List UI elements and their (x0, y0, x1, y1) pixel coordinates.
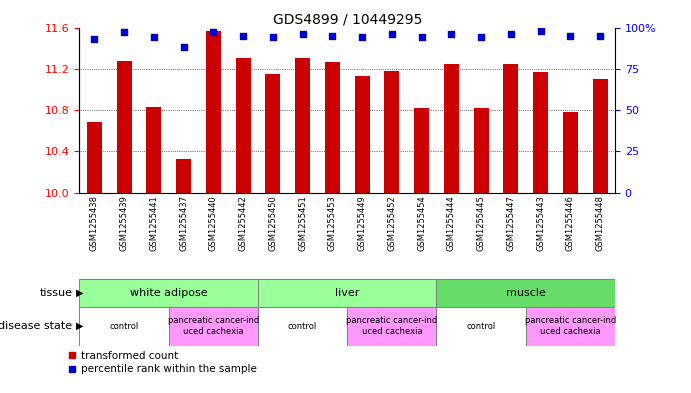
Point (416, 34, 427, 40)
Text: ▶: ▶ (76, 321, 84, 331)
Bar (504, 64, 518, 193)
Point (446, 31, 457, 37)
Bar (236, 59, 251, 193)
Bar (79, 279, 258, 307)
Bar (176, 158, 191, 193)
Point (386, 31, 397, 37)
Text: tissue: tissue (39, 288, 73, 298)
Point (357, 34, 368, 40)
Text: GSM1255444: GSM1255444 (447, 195, 456, 251)
Bar (258, 279, 437, 307)
Text: GSM1255446: GSM1255446 (566, 195, 575, 251)
Point (208, 29, 219, 36)
Text: GSM1255451: GSM1255451 (298, 195, 307, 251)
Title: GDS4899 / 10449295: GDS4899 / 10449295 (272, 12, 422, 26)
Bar (354, 76, 370, 193)
Text: GSM1255449: GSM1255449 (358, 195, 367, 251)
Point (327, 33, 338, 39)
Text: GSM1255442: GSM1255442 (238, 195, 247, 251)
Text: GSM1255454: GSM1255454 (417, 195, 426, 251)
Point (119, 29, 130, 36)
Bar (414, 108, 429, 193)
Bar (563, 112, 578, 193)
Legend: transformed count, percentile rank within the sample: transformed count, percentile rank withi… (68, 351, 257, 374)
Text: ▶: ▶ (76, 288, 84, 298)
Bar (437, 279, 615, 307)
Text: GSM1255441: GSM1255441 (149, 195, 158, 251)
Point (565, 33, 576, 39)
Text: pancreatic cancer-ind
uced cachexia: pancreatic cancer-ind uced cachexia (168, 316, 259, 336)
Point (178, 44, 189, 50)
Point (594, 33, 605, 39)
Bar (265, 74, 281, 193)
Bar (325, 62, 340, 193)
Point (297, 31, 308, 37)
Bar (593, 79, 607, 193)
Text: GSM1255448: GSM1255448 (596, 195, 605, 251)
Point (238, 33, 249, 39)
Text: muscle: muscle (506, 288, 546, 298)
Bar (206, 31, 221, 193)
Bar (444, 64, 459, 193)
Text: GSM1255447: GSM1255447 (507, 195, 515, 251)
Bar (437, 307, 526, 346)
Text: liver: liver (335, 288, 359, 298)
Bar (533, 72, 548, 193)
Text: GSM1255453: GSM1255453 (328, 195, 337, 251)
Bar (473, 108, 489, 193)
Point (89, 36, 100, 42)
Bar (87, 122, 102, 193)
Bar (526, 307, 615, 346)
Bar (295, 59, 310, 193)
Text: control: control (288, 322, 317, 331)
Bar (79, 307, 169, 346)
Bar (169, 307, 258, 346)
Text: GSM1255437: GSM1255437 (179, 195, 188, 251)
Point (535, 28, 546, 34)
Point (475, 34, 486, 40)
Bar (117, 61, 131, 193)
Text: GSM1255443: GSM1255443 (536, 195, 545, 251)
Text: pancreatic cancer-ind
uced cachexia: pancreatic cancer-ind uced cachexia (524, 316, 616, 336)
Text: GSM1255452: GSM1255452 (388, 195, 397, 251)
Point (149, 34, 160, 40)
Text: disease state: disease state (0, 321, 73, 331)
Point (505, 31, 516, 37)
Text: GSM1255450: GSM1255450 (268, 195, 277, 251)
Text: GSM1255439: GSM1255439 (120, 195, 129, 251)
Point (267, 34, 278, 40)
Bar (384, 71, 399, 193)
Text: pancreatic cancer-ind
uced cachexia: pancreatic cancer-ind uced cachexia (346, 316, 437, 336)
Text: GSM1255438: GSM1255438 (90, 195, 99, 251)
Bar (258, 307, 347, 346)
Bar (146, 107, 161, 193)
Text: GSM1255445: GSM1255445 (477, 195, 486, 251)
Bar (347, 307, 437, 346)
Text: control: control (466, 322, 495, 331)
Text: white adipose: white adipose (130, 288, 207, 298)
Text: GSM1255440: GSM1255440 (209, 195, 218, 251)
Text: control: control (109, 322, 139, 331)
